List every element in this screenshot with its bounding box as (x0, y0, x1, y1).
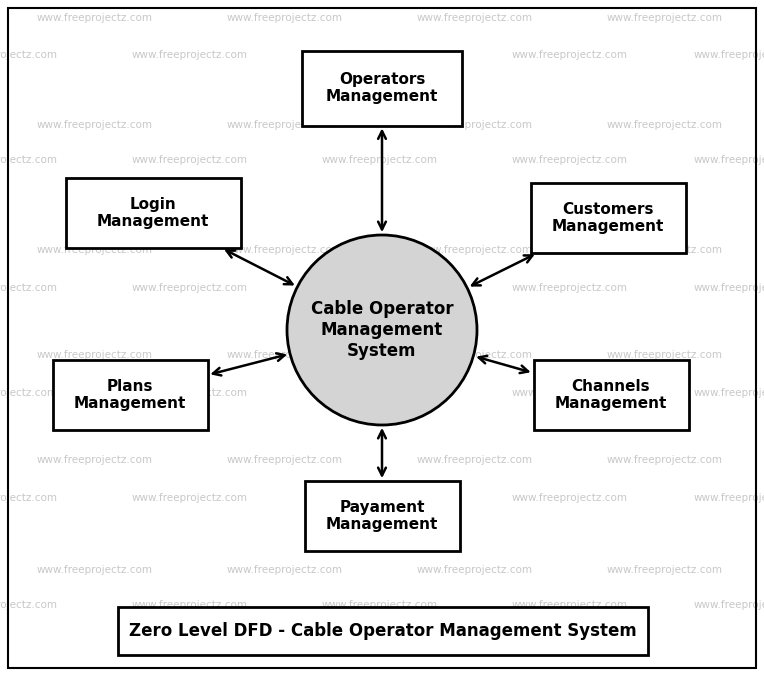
Text: www.freeprojectz.com: www.freeprojectz.com (37, 245, 153, 255)
Text: www.freeprojectz.com: www.freeprojectz.com (132, 600, 248, 610)
Text: www.freeprojectz.com: www.freeprojectz.com (227, 565, 343, 575)
Text: www.freeprojectz.com: www.freeprojectz.com (417, 565, 533, 575)
Text: Cable Operator
Management
System: Cable Operator Management System (311, 300, 453, 359)
Text: www.freeprojectz.com: www.freeprojectz.com (37, 565, 153, 575)
Text: www.freeprojectz.com: www.freeprojectz.com (132, 388, 248, 398)
Text: www.freeprojectz.com: www.freeprojectz.com (694, 493, 764, 503)
Text: www.freeprojectz.com: www.freeprojectz.com (417, 350, 533, 360)
Text: www.freeprojectz.com: www.freeprojectz.com (0, 50, 58, 60)
Text: www.freeprojectz.com: www.freeprojectz.com (322, 50, 438, 60)
Text: www.freeprojectz.com: www.freeprojectz.com (607, 13, 723, 23)
Text: Operators
Management: Operators Management (325, 72, 439, 104)
Text: www.freeprojectz.com: www.freeprojectz.com (132, 155, 248, 165)
Text: www.freeprojectz.com: www.freeprojectz.com (322, 600, 438, 610)
Bar (302, 51, 462, 125)
Text: www.freeprojectz.com: www.freeprojectz.com (607, 565, 723, 575)
Text: www.freeprojectz.com: www.freeprojectz.com (694, 600, 764, 610)
Text: Plans
Management: Plans Management (74, 379, 186, 411)
Text: www.freeprojectz.com: www.freeprojectz.com (694, 50, 764, 60)
Circle shape (287, 235, 477, 425)
Text: www.freeprojectz.com: www.freeprojectz.com (37, 13, 153, 23)
Bar (530, 183, 685, 253)
Text: www.freeprojectz.com: www.freeprojectz.com (512, 388, 628, 398)
Text: www.freeprojectz.com: www.freeprojectz.com (607, 120, 723, 130)
Text: www.freeprojectz.com: www.freeprojectz.com (0, 600, 58, 610)
Text: www.freeprojectz.com: www.freeprojectz.com (227, 455, 343, 465)
Text: www.freeprojectz.com: www.freeprojectz.com (322, 388, 438, 398)
Bar (305, 481, 459, 551)
Text: Payament
Management: Payament Management (325, 500, 439, 532)
Text: www.freeprojectz.com: www.freeprojectz.com (512, 600, 628, 610)
Text: www.freeprojectz.com: www.freeprojectz.com (607, 245, 723, 255)
Text: www.freeprojectz.com: www.freeprojectz.com (227, 13, 343, 23)
Text: www.freeprojectz.com: www.freeprojectz.com (227, 245, 343, 255)
Text: www.freeprojectz.com: www.freeprojectz.com (0, 388, 58, 398)
Text: www.freeprojectz.com: www.freeprojectz.com (512, 50, 628, 60)
Text: www.freeprojectz.com: www.freeprojectz.com (607, 455, 723, 465)
Text: www.freeprojectz.com: www.freeprojectz.com (37, 350, 153, 360)
Text: www.freeprojectz.com: www.freeprojectz.com (0, 283, 58, 293)
Text: www.freeprojectz.com: www.freeprojectz.com (37, 120, 153, 130)
Text: www.freeprojectz.com: www.freeprojectz.com (694, 155, 764, 165)
Text: Customers
Management: Customers Management (552, 202, 664, 234)
Bar (53, 360, 208, 430)
Text: www.freeprojectz.com: www.freeprojectz.com (417, 120, 533, 130)
Text: www.freeprojectz.com: www.freeprojectz.com (417, 455, 533, 465)
Text: Channels
Management: Channels Management (555, 379, 667, 411)
Text: www.freeprojectz.com: www.freeprojectz.com (322, 155, 438, 165)
Text: www.freeprojectz.com: www.freeprojectz.com (132, 50, 248, 60)
Text: www.freeprojectz.com: www.freeprojectz.com (322, 493, 438, 503)
Text: www.freeprojectz.com: www.freeprojectz.com (0, 493, 58, 503)
Text: www.freeprojectz.com: www.freeprojectz.com (512, 493, 628, 503)
Text: Zero Level DFD - Cable Operator Management System: Zero Level DFD - Cable Operator Manageme… (129, 622, 637, 640)
Bar (533, 360, 688, 430)
Bar (66, 178, 241, 248)
Text: www.freeprojectz.com: www.freeprojectz.com (132, 283, 248, 293)
Text: www.freeprojectz.com: www.freeprojectz.com (607, 350, 723, 360)
Text: www.freeprojectz.com: www.freeprojectz.com (0, 155, 58, 165)
Text: Login
Management: Login Management (97, 197, 209, 230)
Text: www.freeprojectz.com: www.freeprojectz.com (512, 155, 628, 165)
Text: www.freeprojectz.com: www.freeprojectz.com (417, 245, 533, 255)
Text: www.freeprojectz.com: www.freeprojectz.com (227, 350, 343, 360)
Text: www.freeprojectz.com: www.freeprojectz.com (322, 283, 438, 293)
Text: www.freeprojectz.com: www.freeprojectz.com (417, 13, 533, 23)
Text: www.freeprojectz.com: www.freeprojectz.com (694, 283, 764, 293)
Text: www.freeprojectz.com: www.freeprojectz.com (512, 283, 628, 293)
Text: www.freeprojectz.com: www.freeprojectz.com (694, 388, 764, 398)
Text: www.freeprojectz.com: www.freeprojectz.com (227, 120, 343, 130)
Text: www.freeprojectz.com: www.freeprojectz.com (132, 493, 248, 503)
Bar (118, 607, 648, 655)
Text: www.freeprojectz.com: www.freeprojectz.com (37, 455, 153, 465)
